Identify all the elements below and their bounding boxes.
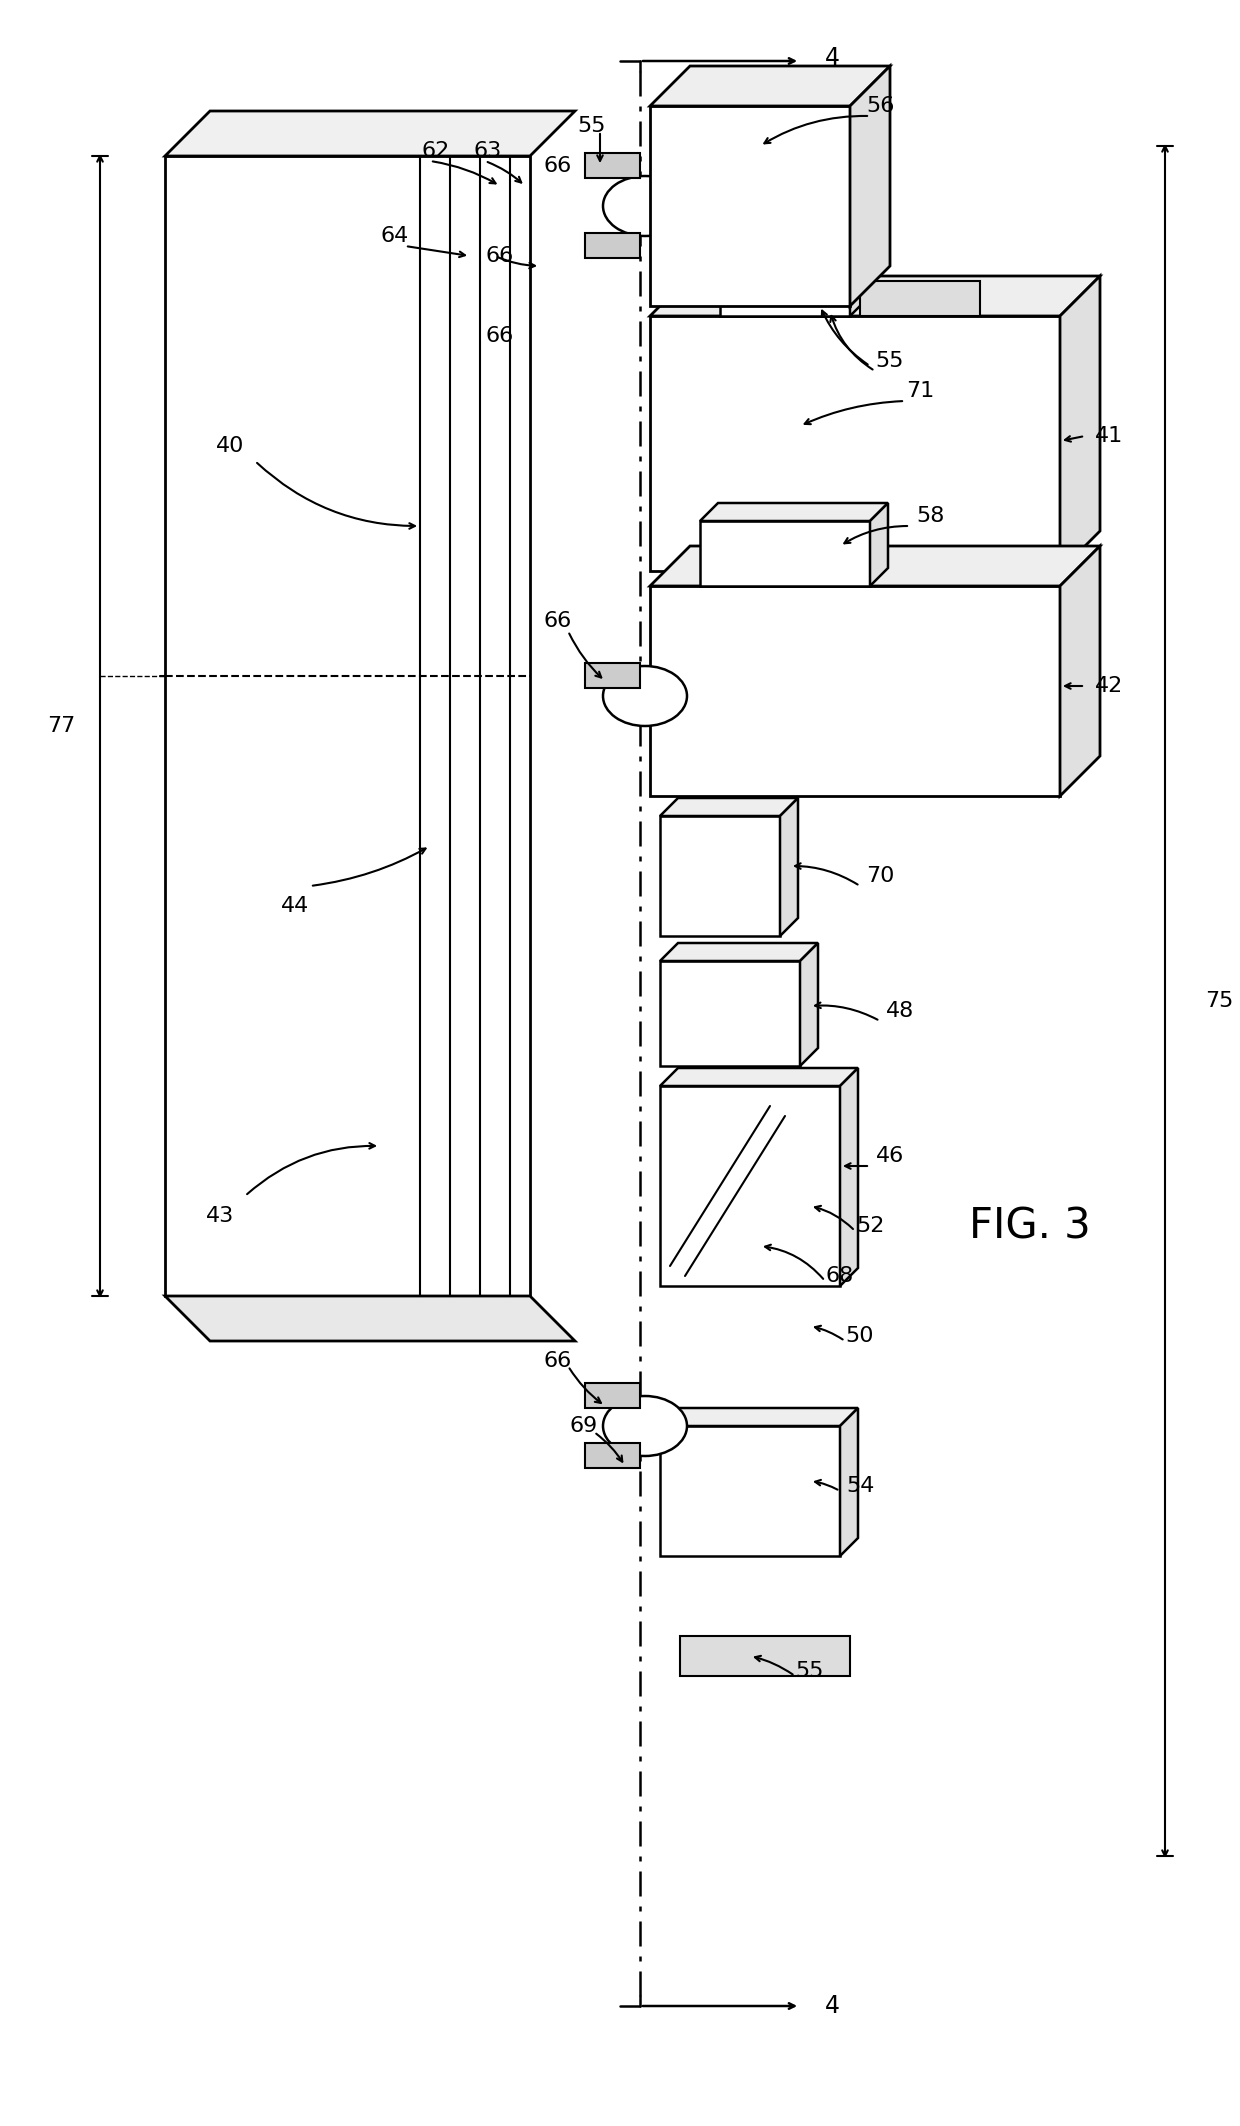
Text: 54: 54 xyxy=(846,1475,874,1497)
Polygon shape xyxy=(1060,276,1100,572)
Text: 66: 66 xyxy=(544,155,572,176)
Polygon shape xyxy=(585,1444,640,1467)
FancyArrowPatch shape xyxy=(831,317,873,370)
FancyArrowPatch shape xyxy=(1065,436,1083,442)
Text: 66: 66 xyxy=(544,1350,572,1371)
FancyArrowPatch shape xyxy=(497,257,534,268)
Polygon shape xyxy=(839,1067,858,1286)
FancyArrowPatch shape xyxy=(247,1144,374,1195)
FancyArrowPatch shape xyxy=(805,402,903,425)
Text: 69: 69 xyxy=(569,1416,598,1435)
FancyArrowPatch shape xyxy=(815,1327,843,1339)
Text: 48: 48 xyxy=(885,1001,914,1020)
FancyArrowPatch shape xyxy=(765,1244,823,1280)
Text: 75: 75 xyxy=(1205,991,1234,1012)
Text: 52: 52 xyxy=(856,1216,884,1235)
FancyArrowPatch shape xyxy=(569,1369,601,1403)
Text: 42: 42 xyxy=(1095,676,1123,695)
Polygon shape xyxy=(650,587,1060,795)
FancyArrowPatch shape xyxy=(755,1656,792,1675)
Text: 41: 41 xyxy=(1095,425,1123,446)
FancyArrowPatch shape xyxy=(846,1163,867,1169)
Text: 55: 55 xyxy=(796,1660,825,1682)
Text: 66: 66 xyxy=(544,610,572,631)
Text: 64: 64 xyxy=(381,225,409,247)
Polygon shape xyxy=(650,66,890,106)
Polygon shape xyxy=(701,521,870,587)
Text: 70: 70 xyxy=(866,865,894,887)
FancyArrowPatch shape xyxy=(815,1480,837,1490)
FancyArrowPatch shape xyxy=(596,1433,622,1463)
FancyArrowPatch shape xyxy=(815,1003,878,1020)
Text: FIG. 3: FIG. 3 xyxy=(970,1205,1091,1248)
Polygon shape xyxy=(800,944,818,1065)
Polygon shape xyxy=(585,1384,640,1407)
Ellipse shape xyxy=(603,1397,687,1456)
Polygon shape xyxy=(650,106,849,306)
Polygon shape xyxy=(701,504,888,521)
Polygon shape xyxy=(165,1297,575,1342)
FancyArrowPatch shape xyxy=(1065,682,1083,689)
Text: 55: 55 xyxy=(578,117,606,136)
Text: 4: 4 xyxy=(825,1994,839,2018)
FancyArrowPatch shape xyxy=(844,525,908,544)
Text: 71: 71 xyxy=(906,381,934,402)
FancyArrowPatch shape xyxy=(487,162,521,183)
Polygon shape xyxy=(861,281,980,317)
Text: 66: 66 xyxy=(486,247,515,266)
Text: 77: 77 xyxy=(47,716,74,736)
Text: 55: 55 xyxy=(875,351,904,372)
Polygon shape xyxy=(870,504,888,587)
Text: 43: 43 xyxy=(206,1205,234,1227)
Polygon shape xyxy=(839,1407,858,1556)
Text: 56: 56 xyxy=(866,96,894,117)
Polygon shape xyxy=(585,663,640,689)
Text: 44: 44 xyxy=(281,895,309,916)
Text: 68: 68 xyxy=(826,1265,854,1286)
FancyArrowPatch shape xyxy=(598,134,603,162)
Text: 4: 4 xyxy=(825,47,839,70)
FancyArrowPatch shape xyxy=(822,310,868,364)
Polygon shape xyxy=(660,944,818,961)
Text: 62: 62 xyxy=(422,140,450,162)
Polygon shape xyxy=(660,1086,839,1286)
Text: 66: 66 xyxy=(486,325,515,347)
FancyArrowPatch shape xyxy=(408,247,465,257)
Text: 46: 46 xyxy=(875,1146,904,1165)
Polygon shape xyxy=(165,155,529,1297)
Polygon shape xyxy=(585,153,640,179)
Polygon shape xyxy=(660,797,799,816)
FancyArrowPatch shape xyxy=(569,634,601,678)
Polygon shape xyxy=(720,206,870,225)
FancyArrowPatch shape xyxy=(257,463,415,529)
Polygon shape xyxy=(660,961,800,1065)
Polygon shape xyxy=(165,111,575,155)
FancyArrowPatch shape xyxy=(312,848,425,887)
FancyArrowPatch shape xyxy=(815,1205,853,1229)
Polygon shape xyxy=(849,206,870,317)
Polygon shape xyxy=(660,1407,858,1427)
Polygon shape xyxy=(660,816,780,935)
Ellipse shape xyxy=(603,665,687,725)
Polygon shape xyxy=(720,225,849,317)
Polygon shape xyxy=(650,546,1100,587)
Polygon shape xyxy=(585,234,640,257)
Polygon shape xyxy=(650,276,1100,317)
Polygon shape xyxy=(650,317,1060,572)
Polygon shape xyxy=(660,1067,858,1086)
Text: 40: 40 xyxy=(216,436,244,455)
FancyArrowPatch shape xyxy=(433,162,496,183)
Ellipse shape xyxy=(603,176,687,236)
FancyArrowPatch shape xyxy=(795,863,858,884)
Text: 50: 50 xyxy=(846,1327,874,1346)
Polygon shape xyxy=(1060,546,1100,795)
Polygon shape xyxy=(680,1637,849,1675)
Text: 58: 58 xyxy=(916,506,944,525)
FancyArrowPatch shape xyxy=(764,117,867,142)
Polygon shape xyxy=(780,797,799,935)
Polygon shape xyxy=(660,1427,839,1556)
Polygon shape xyxy=(849,66,890,306)
Text: 63: 63 xyxy=(474,140,502,162)
